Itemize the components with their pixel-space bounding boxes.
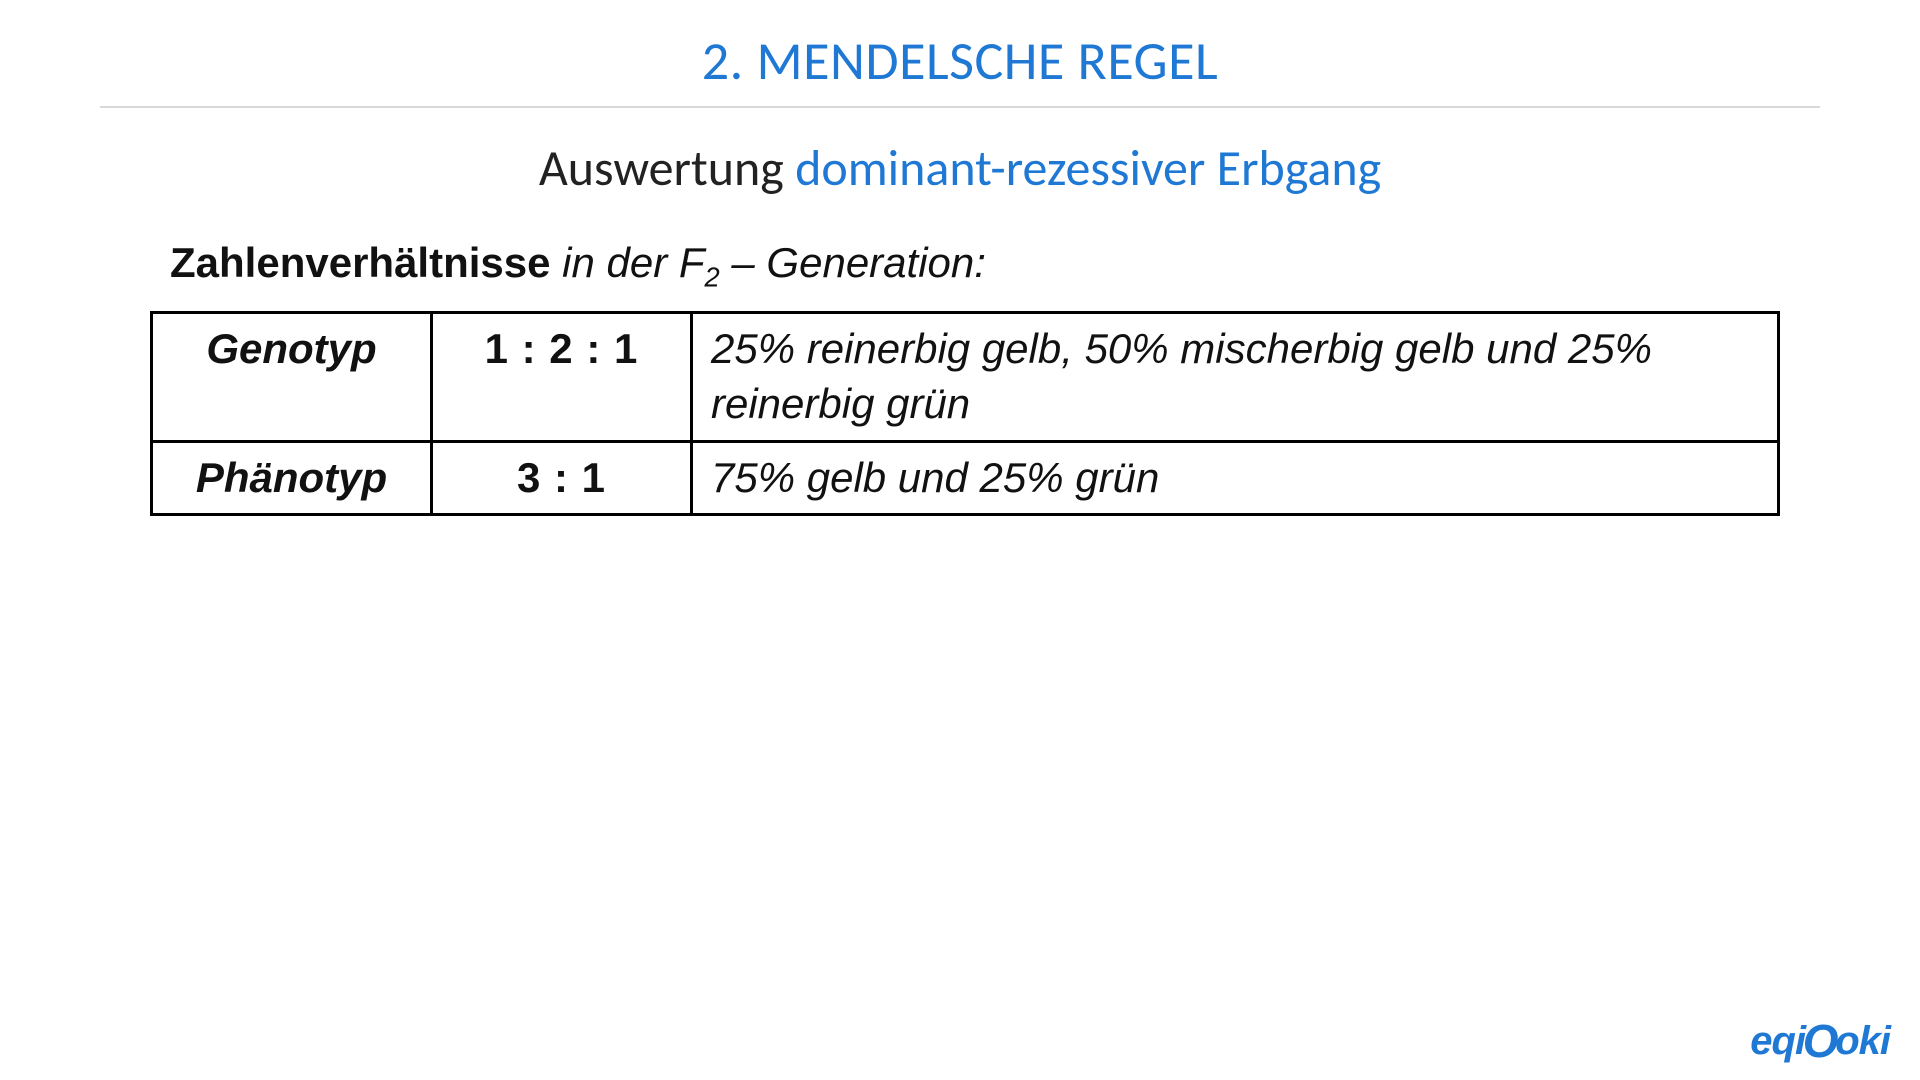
ratio-table: Genotyp 1 : 2 : 1 25% reinerbig gelb, 50… (150, 311, 1780, 516)
body-heading-sub: 2 (705, 261, 720, 292)
title-underline (100, 106, 1820, 108)
cell-type: Genotyp (152, 313, 432, 441)
logo-post: oki (1835, 1019, 1890, 1063)
logo-pre: eqi (1750, 1019, 1805, 1063)
cell-type: Phänotyp (152, 441, 432, 515)
cell-description: 75% gelb und 25% grün (692, 441, 1779, 515)
cell-ratio: 3 : 1 (432, 441, 692, 515)
cell-ratio: 1 : 2 : 1 (432, 313, 692, 441)
body-heading-italic-after: – Generation: (720, 239, 986, 286)
cell-description: 25% reinerbig gelb, 50% mischerbig gelb … (692, 313, 1779, 441)
subtitle-part-accent: dominant-rezessiver Erbgang (795, 138, 1381, 199)
body-heading-italic-before: in der F (550, 239, 704, 286)
body-heading-bold: Zahlenverhältnisse (170, 239, 550, 286)
logo-eqiooki: eqiOoki (1750, 1019, 1890, 1064)
page-title: 2. MENDELSCHE REGEL (0, 0, 1920, 106)
body-heading-f2: 2 (705, 239, 720, 286)
body-heading: Zahlenverhältnisse in der F2 – Generatio… (170, 239, 1920, 293)
logo-big-o: O (1803, 1017, 1838, 1069)
table-row: Genotyp 1 : 2 : 1 25% reinerbig gelb, 50… (152, 313, 1779, 441)
table-row: Phänotyp 3 : 1 75% gelb und 25% grün (152, 441, 1779, 515)
subtitle-part-dark: Auswertung (539, 138, 795, 199)
subtitle: Auswertung dominant-rezessiver Erbgang (0, 138, 1920, 199)
